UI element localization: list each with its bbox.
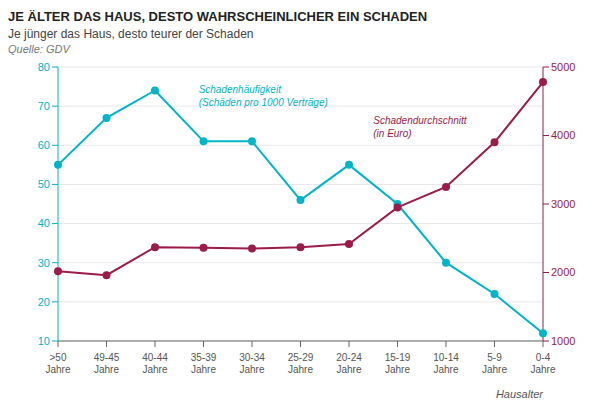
svg-text:70: 70 [38,100,50,112]
svg-text:2000: 2000 [551,266,575,278]
svg-text:20-24Jahre: 20-24Jahre [336,352,362,375]
html-text:JE ÄLTER DAS HAUS, DESTO WAHRS: JE ÄLTER DAS HAUS, DESTO WAHRSCHEINLICHE… [8,9,428,24]
svg-text:50: 50 [38,178,50,190]
svg-text:80: 80 [38,61,50,73]
svg-text:40-44Jahre: 40-44Jahre [142,352,168,375]
svg-text:0-4Jahre: 0-4Jahre [530,352,555,375]
svg-text:3000: 3000 [551,198,575,210]
svg-text:60: 60 [38,139,50,151]
svg-text:10-14Jahre: 10-14Jahre [433,352,459,375]
html-text:Hausalter: Hausalter [495,388,543,400]
svg-text:10: 10 [38,335,50,347]
html-text:Quelle: GDV: Quelle: GDV [8,43,70,55]
svg-text:25-29Jahre: 25-29Jahre [288,352,314,375]
svg-text:35-39Jahre: 35-39Jahre [191,352,217,375]
svg-text:15-19Jahre: 15-19Jahre [385,352,411,375]
svg-text:30-34Jahre: 30-34Jahre [239,352,265,375]
svg-text:1000: 1000 [551,335,575,347]
svg-text:5000: 5000 [551,61,575,73]
html-text:Schadenhäufigkeit (Schäden pro: Schadenhäufigkeit (Schäden pro 1000 Vert… [198,84,328,109]
svg-text:20: 20 [38,296,50,308]
svg-text:>50Jahre: >50Jahre [45,352,70,375]
svg-text:49-45Jahre: 49-45Jahre [94,352,120,375]
svg-text:40: 40 [38,217,50,229]
svg-text:4000: 4000 [551,129,575,141]
html-text:Je jünger das Haus, desto teur: Je jünger das Haus, desto teurer der Sch… [8,27,254,41]
svg-text:5-9Jahre: 5-9Jahre [482,352,507,375]
svg-text:30: 30 [38,257,50,269]
html-text:Schadendurchschnitt (in Euro): Schadendurchschnitt (in Euro) [373,114,467,139]
